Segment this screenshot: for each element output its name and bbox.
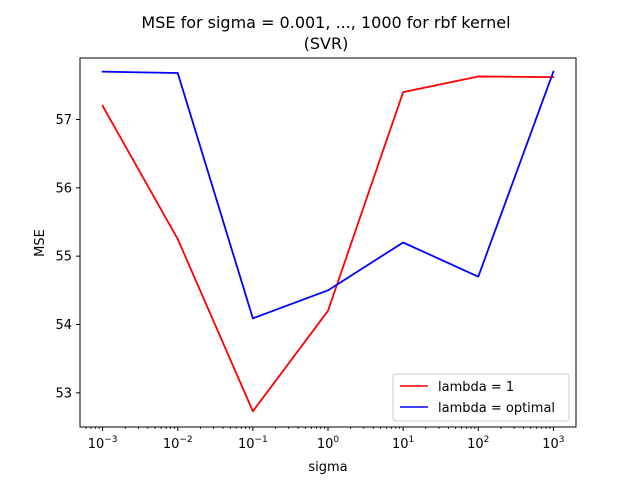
- x-axis-ticks: 10−3 10−2 10−1 100 101 102 103: [85, 427, 565, 452]
- x-tick-label-3: 100: [317, 435, 340, 452]
- x-tick-label-2: 10−1: [238, 435, 268, 452]
- chart-title-line-1: MSE for sigma = 0.001, ..., 1000 for rbf…: [141, 13, 510, 32]
- legend-label-lambda-1: lambda = 1: [438, 380, 514, 395]
- x-tick-label-1: 10−2: [163, 435, 193, 452]
- y-axis-ticks: 53 54 55 56 57: [55, 113, 80, 401]
- x-tick-label-0: 10−3: [88, 435, 118, 452]
- y-tick-label-2: 55: [55, 250, 72, 265]
- legend-frame: [392, 373, 570, 422]
- legend: lambda = 1 lambda = optimal: [392, 373, 570, 422]
- x-axis-label: sigma: [308, 460, 347, 475]
- legend-label-lambda-optimal: lambda = optimal: [438, 401, 555, 416]
- series-line-0: [101, 75, 555, 413]
- plot-area: [80, 58, 576, 427]
- y-axis-label: MSE: [33, 229, 48, 257]
- chart-title-line-2: (SVR): [304, 34, 349, 53]
- x-tick-label-6: 103: [542, 435, 564, 452]
- y-tick-label-1: 54: [55, 318, 72, 333]
- y-tick-label-3: 56: [55, 181, 72, 196]
- y-tick-label-0: 53: [55, 386, 72, 401]
- y-tick-label-4: 57: [55, 113, 72, 128]
- plot-frame: [79, 57, 577, 428]
- x-tick-label-5: 102: [467, 435, 489, 452]
- series-group: [101, 70, 555, 413]
- series-line-1: [101, 70, 555, 320]
- x-tick-label-4: 101: [392, 435, 414, 452]
